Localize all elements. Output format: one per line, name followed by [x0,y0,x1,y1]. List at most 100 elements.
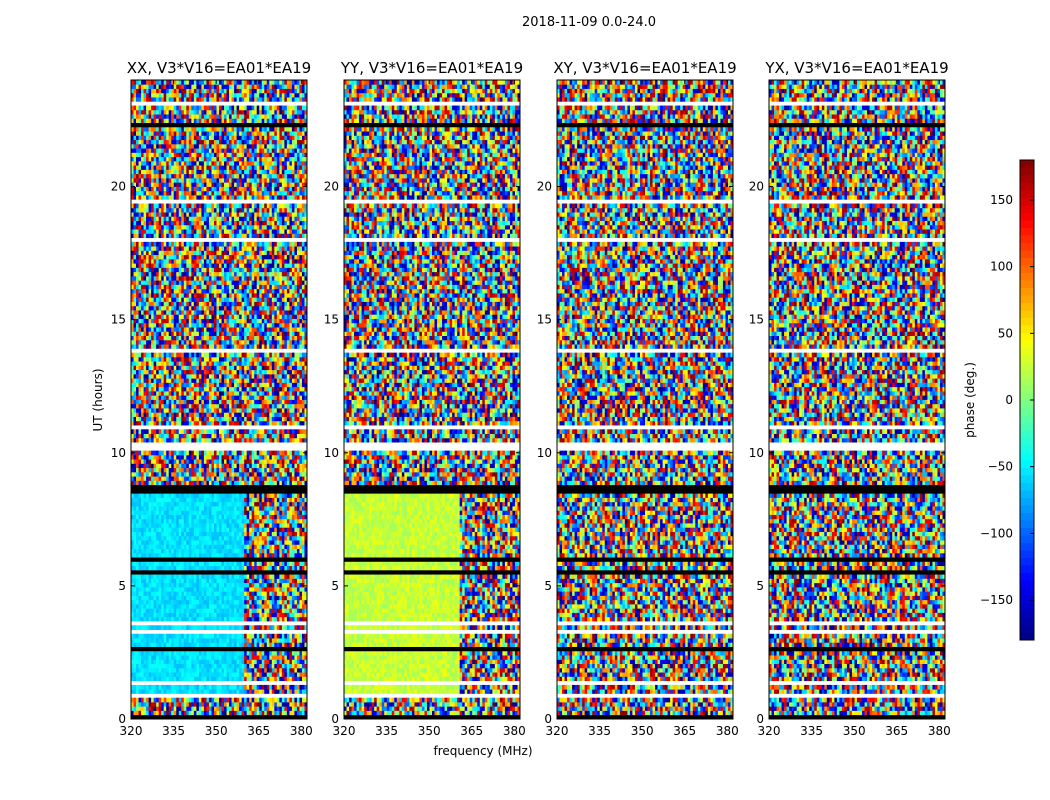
heatmap-cell [229,395,232,400]
heatmap-cell [208,361,212,366]
heatmap-cell [256,382,260,388]
heatmap-cell [281,476,285,481]
heatmap-cell [231,454,235,460]
heatmap-cell [136,390,139,396]
heatmap-cell [299,514,303,520]
heatmap-cell [239,608,243,613]
heatmap-cell [206,501,210,507]
heatmap-cell [226,701,230,707]
heatmap-cell [226,506,230,511]
heatmap-cell [231,459,235,464]
heatmap-cell [136,659,139,665]
heatmap-cell [291,378,295,383]
heatmap-cell [261,463,265,469]
heatmap-cell [158,450,162,456]
heatmap-cell [168,548,172,554]
heatmap-cell [216,493,220,498]
heatmap-cell [178,574,182,579]
heatmap-cell [221,544,225,549]
heatmap-cell [166,365,170,371]
heatmap-cell [203,510,207,515]
heatmap-cell [163,612,167,618]
heatmap-cell [291,574,295,579]
heatmap-cell [201,697,205,703]
heatmap-cell [216,471,220,477]
heatmap-cell [246,625,250,630]
heatmap-cell [131,386,134,392]
heatmap-cell [241,535,245,541]
heatmap-cell [201,608,205,613]
heatmap-cell [173,373,177,379]
heatmap-cell [201,612,205,618]
heatmap-cell [198,523,202,528]
heatmap-cell [186,378,190,383]
heatmap-cell [193,655,197,660]
heatmap-cell [251,548,255,554]
heatmap-cell [261,408,265,413]
heatmap-cell [138,672,142,677]
heatmap-cell [289,689,293,694]
heatmap-cell [236,561,240,567]
heatmap-cell [254,450,258,456]
heatmap-cell [151,667,155,673]
heatmap-cell [244,633,248,639]
heatmap-cell [153,480,157,486]
heatmap-cell [264,403,268,409]
heatmap-cell [188,642,192,647]
heatmap-cell [158,561,162,567]
heatmap-cell [171,710,175,716]
heatmap-cell [198,701,202,707]
heatmap-cell [133,638,137,643]
heatmap-cell [206,476,210,481]
heatmap-cell [143,433,147,439]
heatmap-cell [256,544,260,549]
heatmap-cell [176,591,180,596]
heatmap-cell [236,612,240,618]
heatmap-cell [259,471,263,477]
heatmap-cell [138,663,142,669]
heatmap-cell [236,586,240,592]
heatmap-cell [133,710,137,716]
heatmap-cell [151,535,155,541]
heatmap-cell [211,506,215,511]
heatmap-cell [256,523,260,528]
heatmap-cell [286,433,290,439]
heatmap-cell [168,527,172,532]
heatmap-cell [301,540,305,545]
heatmap-cell [249,616,253,622]
heatmap-cell [178,706,182,711]
heatmap-cell [259,548,263,554]
heatmap-cell [156,552,160,558]
heatmap-cell [264,642,268,647]
heatmap-cell [186,578,190,584]
heatmap-cell [198,463,202,469]
heatmap-cell [208,437,212,443]
heatmap-cell [193,578,197,584]
heatmap-cell [249,663,253,669]
heatmap-cell [274,697,278,703]
heatmap-cell [236,518,240,524]
heatmap-cell [181,591,185,596]
heatmap-cell [171,390,175,396]
heatmap-cell [281,561,285,567]
heatmap-cell [158,378,162,383]
heatmap-cell [229,467,232,473]
heatmap-cell [201,514,205,520]
heatmap-cell [168,382,172,388]
heatmap-cell [181,378,185,383]
heatmap-cell [166,527,170,532]
heatmap-cell [186,480,190,486]
heatmap-cell [284,518,288,524]
heatmap-cell [176,365,180,371]
heatmap-cell [143,561,147,567]
heatmap-cell [231,361,235,366]
heatmap-cell [216,616,220,622]
heatmap-cell [219,612,222,618]
heatmap-cell [133,574,137,579]
heatmap-cell [249,603,253,609]
heatmap-cell [249,591,253,596]
heatmap-cell [261,663,265,669]
heatmap-cell [181,506,185,511]
heatmap-cell [274,378,278,383]
heatmap-cell [226,454,230,460]
